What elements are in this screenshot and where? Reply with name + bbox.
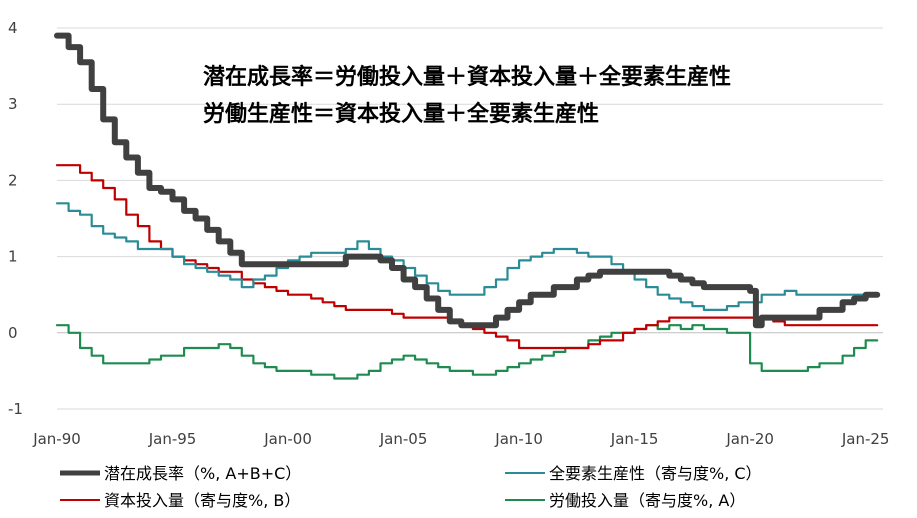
series-line-labor [55, 324, 879, 380]
legend-label-tfp: 全要素生産性（寄与度%, C） [549, 464, 762, 483]
y-tick-label: 4 [8, 19, 18, 37]
x-tick-label: Jan-20 [725, 430, 774, 448]
y-tick-label: 0 [8, 324, 18, 342]
x-axis-tick-labels: Jan-90 Jan-95 Jan-00 Jan-05 Jan-10 Jan-15 Jan-… [32, 430, 889, 448]
x-tick-label: Jan-95 [148, 430, 197, 448]
legend-label-potential-growth: 潜在成長率（%, A+B+C） [104, 464, 301, 483]
y-tick-label: -1 [8, 400, 23, 418]
y-tick-label: 1 [8, 248, 18, 266]
x-tick-label: Jan-15 [610, 430, 659, 448]
series-line-potential-growth [54, 32, 881, 329]
legend: 潜在成長率（%, A+B+C） 全要素生産性（寄与度%, C） 資本投入量（寄与… [60, 464, 762, 510]
legend-label-labor: 労働投入量（寄与度%, A） [549, 491, 745, 510]
x-tick-label: Jan-10 [494, 430, 543, 448]
y-axis-tick-labels: 4 3 2 1 0 -1 [8, 19, 23, 418]
gridlines [57, 27, 883, 410]
annotation-line-2: 労働生産性＝資本投入量＋全要素生産性 [203, 101, 599, 127]
x-tick-label: Jan-00 [263, 430, 312, 448]
x-tick-label: Jan-25 [841, 430, 890, 448]
x-tick-label: Jan-05 [379, 430, 428, 448]
y-tick-label: 3 [8, 95, 18, 113]
series-line-tfp [55, 202, 879, 311]
series-lines [54, 32, 881, 380]
x-tick-label: Jan-90 [32, 430, 81, 448]
annotation-line-1: 潜在成長率＝労働投入量＋資本投入量＋全要素生産性 [203, 64, 731, 90]
legend-label-capital: 資本投入量（寄与度%, B） [104, 491, 300, 510]
y-tick-label: 2 [8, 171, 18, 189]
